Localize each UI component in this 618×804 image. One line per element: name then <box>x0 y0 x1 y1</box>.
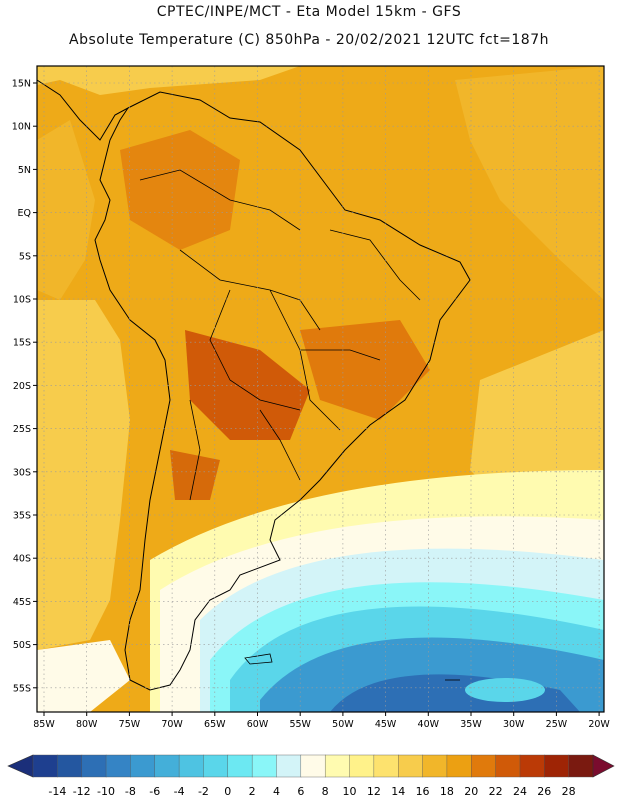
legend-label: 28 <box>562 785 576 798</box>
legend-swatch <box>32 754 58 778</box>
coastline-central-america <box>37 79 129 141</box>
legend-swatch <box>251 754 277 778</box>
lat-label: 25S <box>13 424 31 435</box>
legend-label: 12 <box>367 785 381 798</box>
legend-label: 14 <box>391 785 405 798</box>
lon-label: 75W <box>119 719 141 730</box>
lat-label: 15N <box>12 79 31 90</box>
legend-label: 0 <box>224 785 231 798</box>
legend-label: 16 <box>416 785 430 798</box>
legend-swatch <box>105 754 131 778</box>
lon-label: 50W <box>332 719 354 730</box>
lon-label: 70W <box>161 719 183 730</box>
color-legend: -14 -12 -10 -8 -6 -4 -2 0 2 4 6 8 10 12 14 16 18 20 22 24 26… <box>7 754 615 798</box>
legend-swatch <box>276 754 302 778</box>
lat-label: 55S <box>13 683 31 694</box>
graticule <box>37 66 604 712</box>
legend-swatch <box>519 754 545 778</box>
legend-label: 10 <box>343 785 357 798</box>
falkland-islands <box>244 653 273 665</box>
latitude-labels: 15N 10N 5N EQ 5S 10S 15S 20S 25S 30S 35S 40S 45S 50S 5… <box>12 79 37 694</box>
legend-swatch <box>349 754 375 778</box>
lon-label: 25W <box>546 719 568 730</box>
lon-label: 80W <box>76 719 98 730</box>
legend-swatch <box>446 754 472 778</box>
lat-label: 30S <box>13 467 31 478</box>
legend-swatch <box>471 754 497 778</box>
lon-label: 40W <box>418 719 440 730</box>
legend-label: 18 <box>440 785 454 798</box>
legend-label: 4 <box>273 785 280 798</box>
legend-label: 6 <box>297 785 304 798</box>
temp-zone-sw-cool <box>37 640 130 712</box>
lon-label: 45W <box>375 719 397 730</box>
temp-zone-chaco-hot <box>185 330 310 440</box>
lon-label: 35W <box>460 719 482 730</box>
lat-label: 15S <box>13 338 31 349</box>
legend-swatch <box>178 754 204 778</box>
legend-swatch <box>130 754 156 778</box>
coastline-south-america <box>94 91 471 691</box>
legend-swatch <box>398 754 424 778</box>
lat-label: 50S <box>13 640 31 651</box>
legend-swatch <box>495 754 521 778</box>
lon-label: 60W <box>247 719 269 730</box>
legend-label: -8 <box>125 785 136 798</box>
legend-arrow-right <box>592 754 615 778</box>
legend-swatch <box>324 754 351 778</box>
legend-label: 24 <box>513 785 527 798</box>
lon-label: 55W <box>289 719 311 730</box>
map-frame <box>36 65 605 713</box>
map-title-line1: CPTEC/INPE/MCT - Eta Model 15km - GFS <box>156 4 462 20</box>
legend-swatch <box>373 754 399 778</box>
lat-label: 35S <box>13 511 31 522</box>
legend-swatch <box>81 754 107 778</box>
temp-zone-pacific <box>37 300 130 650</box>
lat-label: 10S <box>13 295 31 306</box>
legend-swatch <box>300 754 326 778</box>
legend-label: 26 <box>537 785 551 798</box>
lon-label: 30W <box>503 719 525 730</box>
legend-label: 20 <box>464 785 478 798</box>
legend-swatch <box>154 754 180 778</box>
temp-zone-atlantic-north <box>455 66 604 300</box>
temp-zone-cold-eddy <box>465 678 545 702</box>
legend-swatch <box>422 754 448 778</box>
temperature-field <box>37 66 604 712</box>
map-title-line2: Absolute Temperature (C) 850hPa - 20/02/… <box>69 32 549 48</box>
lat-label: 45S <box>13 597 31 608</box>
lat-label: 40S <box>13 554 31 565</box>
legend-swatch <box>227 754 253 778</box>
legend-swatch <box>57 754 83 778</box>
legend-label: -12 <box>73 785 91 798</box>
temp-zone-pacific-north <box>37 120 95 300</box>
legend-label: -4 <box>174 785 185 798</box>
legend-swatch <box>568 754 594 778</box>
lat-label: 20S <box>13 381 31 392</box>
temp-zone-n-carib <box>37 66 300 95</box>
lat-label: 5N <box>18 165 31 176</box>
lon-label: 20W <box>588 719 610 730</box>
lon-label: 65W <box>204 719 226 730</box>
legend-label: 2 <box>249 785 256 798</box>
legend-label: -10 <box>97 785 115 798</box>
legend-label: 8 <box>322 785 329 798</box>
lat-label: 5S <box>19 251 31 262</box>
legend-label: -2 <box>198 785 209 798</box>
legend-swatch <box>544 754 570 778</box>
lon-label: 85W <box>33 719 55 730</box>
lat-label: 10N <box>12 122 31 133</box>
legend-label: -14 <box>48 785 66 798</box>
temp-zone-amazon-warm <box>120 130 240 250</box>
country-borders <box>139 169 421 501</box>
lat-label: EQ <box>18 208 31 219</box>
legend-arrow-left <box>7 754 34 778</box>
longitude-labels: 85W 80W 75W 70W 65W 60W 55W 50W 45W 40W 35W 30W 25W 2… <box>33 712 610 730</box>
legend-label: 22 <box>489 785 503 798</box>
temp-zone-brazil-warm <box>300 320 430 420</box>
legend-swatch <box>203 754 229 778</box>
legend-label: -6 <box>149 785 160 798</box>
